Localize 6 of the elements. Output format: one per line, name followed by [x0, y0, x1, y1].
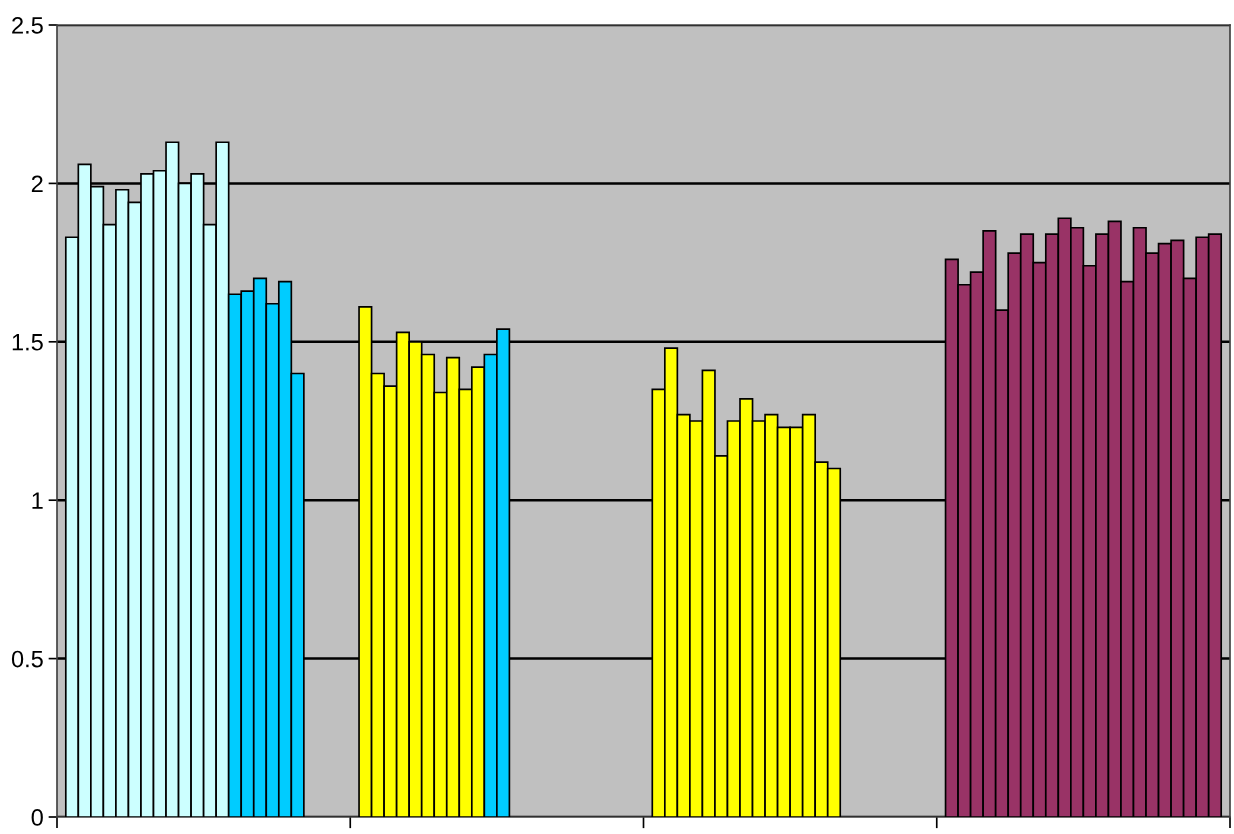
y-tick-label: 0.5: [11, 650, 43, 668]
y-tick-label: 2.5: [12, 17, 43, 34]
y-tick-label: 1: [32, 492, 43, 509]
y-tick-label: 0: [31, 809, 43, 826]
y-tick-label: 2: [31, 175, 43, 192]
y-tick-label: 1.5: [12, 334, 43, 351]
